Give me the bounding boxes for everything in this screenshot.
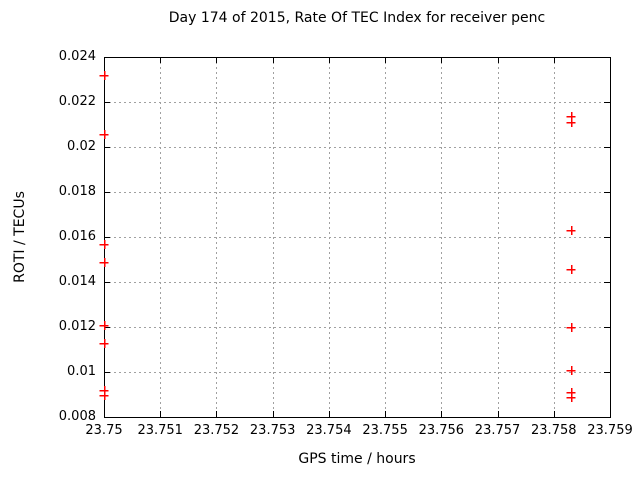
x-tick-label: 23.754 — [306, 423, 352, 438]
x-tick-label: 23.759 — [587, 423, 633, 438]
y-tick-label: 0.008 — [58, 409, 96, 424]
y-tick-label: 0.02 — [67, 139, 96, 154]
x-tick-label: 23.756 — [418, 423, 465, 438]
y-tick-label: 0.024 — [58, 49, 96, 64]
x-tick-label: 23.757 — [474, 423, 521, 438]
y-tick-label: 0.014 — [58, 274, 96, 289]
x-tick-label: 23.752 — [193, 423, 240, 438]
x-tick-label: 23.758 — [531, 423, 577, 438]
x-tick-label: 23.753 — [249, 423, 296, 438]
y-tick-label: 0.01 — [67, 364, 96, 379]
x-axis-label: GPS time / hours — [298, 451, 416, 467]
y-tick-label: 0.016 — [58, 229, 96, 244]
x-tick-label: 23.755 — [362, 423, 408, 438]
y-tick-label: 0.022 — [58, 94, 96, 109]
y-tick-label: 0.012 — [58, 319, 96, 334]
chart-title: Day 174 of 2015, Rate Of TEC Index for r… — [168, 10, 546, 26]
y-tick-label: 0.018 — [58, 184, 96, 199]
x-tick-label: 23.751 — [137, 423, 183, 438]
x-tick-label: 23.75 — [85, 423, 123, 438]
